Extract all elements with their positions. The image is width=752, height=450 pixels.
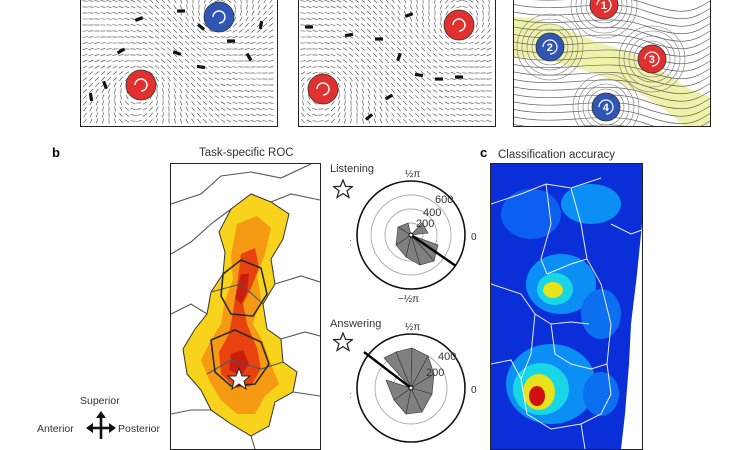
vortex-numbered: 1 — [571, 0, 637, 38]
streamline-panel-right: 1 2 3 4 — [513, 0, 711, 127]
compass-superior: Superior — [80, 395, 120, 407]
listening-tick-bottom: −½π — [398, 294, 419, 305]
vector-field-panel-left — [80, 0, 278, 127]
vortex-number: 2 — [547, 42, 553, 54]
panel-letter-c: c — [480, 145, 487, 160]
listening-radius-200: 200 — [416, 218, 434, 230]
classification-title: Classification accuracy — [498, 149, 615, 161]
trajectory-arrows — [305, 12, 463, 121]
vortex-red-ccw — [308, 74, 338, 104]
listening-radius-600: 600 — [435, 194, 453, 206]
roc-map-panel — [170, 163, 321, 450]
listening-tick-right: 0 — [471, 232, 477, 243]
vortex-number: 4 — [603, 102, 610, 114]
vortex-blue-cw — [204, 2, 234, 32]
compass-posterior: Posterior — [118, 423, 160, 435]
vector-ticks — [82, 0, 273, 124]
vector-field-left — [81, 0, 277, 126]
vector-field-panel-middle — [298, 0, 496, 127]
vector-field-middle — [299, 0, 495, 126]
listening-tick-left2: −π — [350, 237, 351, 247]
vortex-number: 1 — [601, 0, 607, 12]
classification-map-panel — [490, 163, 643, 450]
listening-tick-top: ½π — [405, 169, 420, 180]
listening-polar-plot: ½π 600 400 200 0 π −π −½π — [350, 165, 485, 305]
answering-radius-400: 400 — [438, 351, 456, 363]
roc-title: Task-specific ROC — [199, 147, 294, 159]
answering-tick-right: 0 — [471, 385, 477, 396]
streamline-field-right: 1 2 3 4 — [514, 0, 710, 126]
answering-radius-200: 200 — [426, 367, 444, 379]
compass-cross-icon — [86, 411, 116, 440]
vortex-red-ccw — [126, 70, 156, 100]
answering-tick-left2: −π — [350, 390, 351, 400]
vortex-number: 3 — [649, 54, 655, 66]
answering-tick-top: ½π — [405, 322, 420, 333]
panel-letter-b: b — [52, 145, 60, 160]
classification-map — [491, 164, 642, 449]
roc-map — [171, 164, 320, 449]
compass-anterior: Anterior — [37, 423, 74, 435]
vortex-red-cw — [444, 10, 474, 40]
answering-polar-plot: ½π 400 200 0 π −π — [350, 318, 485, 448]
